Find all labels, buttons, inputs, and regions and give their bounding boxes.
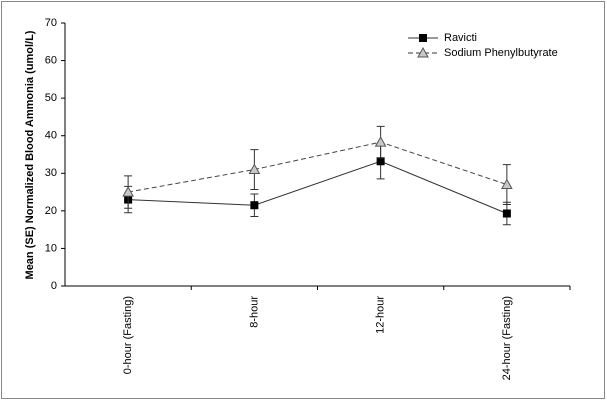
legend-label: Sodium Phenylbutyrate bbox=[444, 47, 558, 59]
x-tick-label: 8-hour bbox=[248, 296, 260, 328]
data-point bbox=[122, 186, 134, 197]
data-point bbox=[501, 178, 513, 190]
legend-marker bbox=[419, 34, 427, 42]
series-line bbox=[128, 160, 508, 214]
data-point bbox=[376, 157, 385, 166]
x-tick-label: 12-hour bbox=[375, 296, 387, 334]
y-tick-label: 30 bbox=[45, 167, 57, 179]
legend-marker bbox=[417, 46, 429, 58]
y-tick-label: 40 bbox=[45, 130, 57, 142]
y-tick-label: 50 bbox=[45, 92, 57, 104]
data-point bbox=[502, 209, 511, 218]
y-axis-label: Mean (SE) Normalized Blood Ammonia (umol… bbox=[24, 30, 36, 279]
series-line bbox=[128, 141, 508, 193]
y-tick-label: 20 bbox=[45, 205, 57, 217]
y-tick-label: 10 bbox=[45, 242, 57, 254]
data-point bbox=[248, 163, 261, 175]
y-tick-label: 0 bbox=[51, 280, 57, 292]
legend-label: Ravicti bbox=[444, 32, 477, 44]
x-tick-label: 0-hour (Fasting) bbox=[122, 296, 134, 374]
y-tick-label: 60 bbox=[45, 54, 57, 66]
data-point bbox=[250, 201, 259, 210]
y-tick-label: 70 bbox=[45, 17, 57, 29]
data-point bbox=[374, 136, 387, 147]
x-tick-label: 24-hour (Fasting) bbox=[501, 296, 513, 380]
